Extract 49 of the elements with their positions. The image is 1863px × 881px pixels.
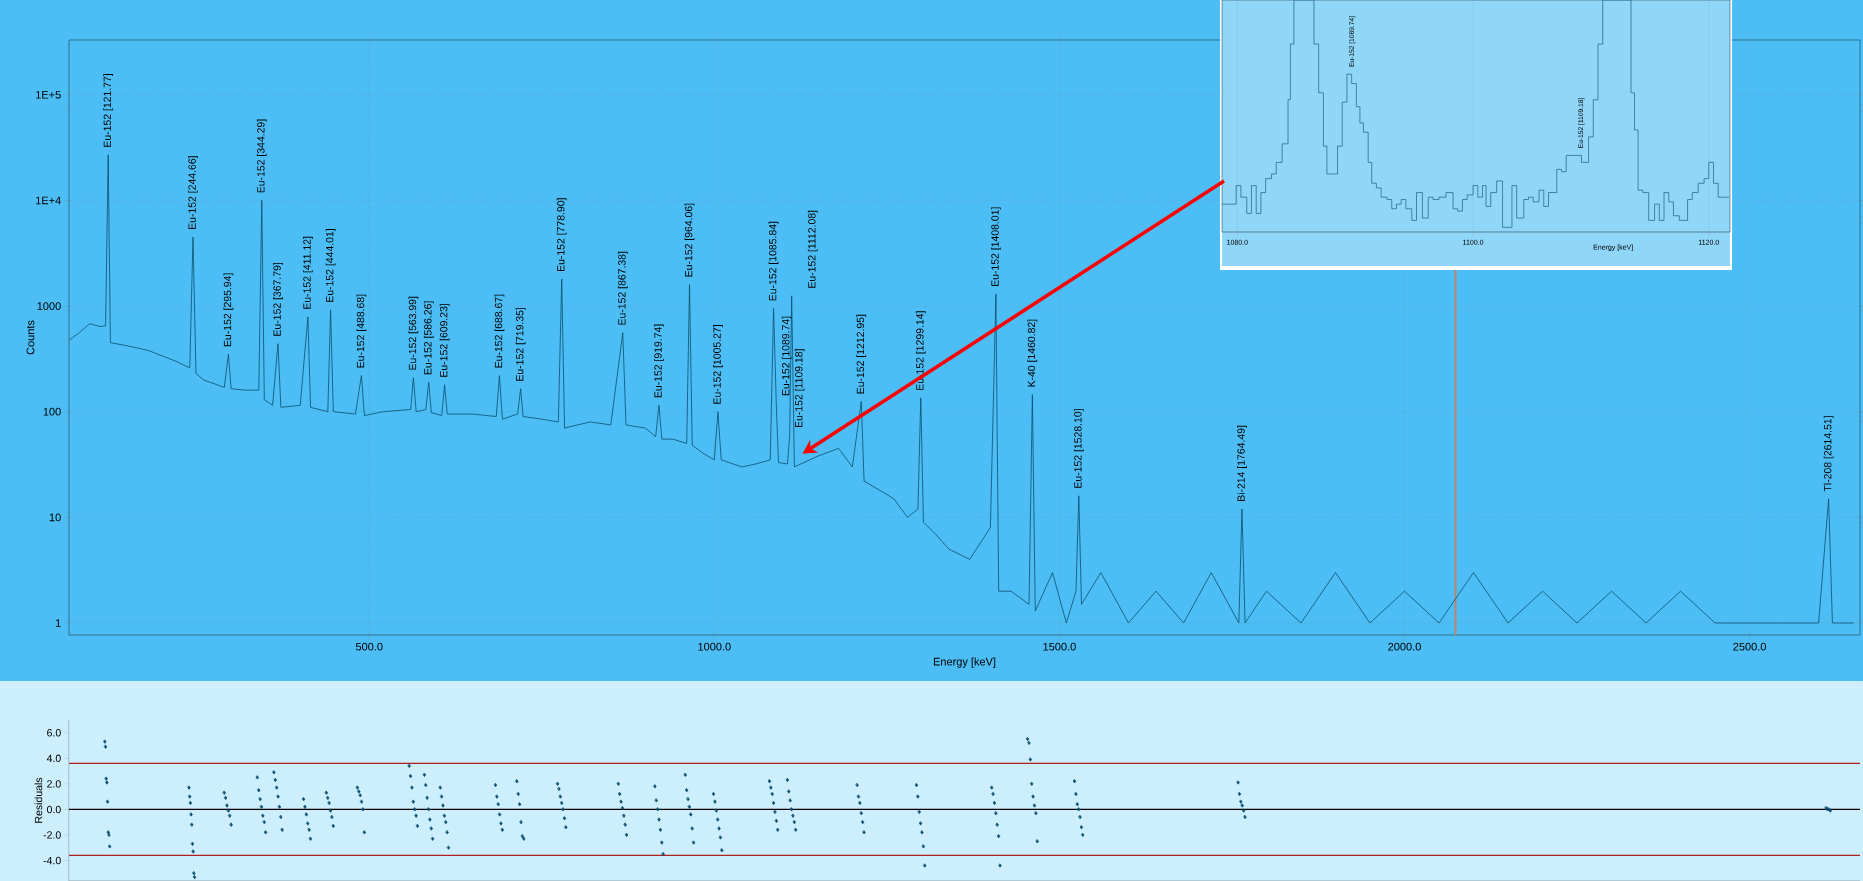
annotation: Eu-152 [919.74] — [654, 324, 664, 398]
x-axis-title: Energy [keV] — [933, 657, 996, 668]
annotation: Eu-152 [1089.74] — [781, 316, 792, 396]
annotation: Eu-152 [964.06] — [684, 203, 695, 277]
x-tick-label: 1000.0 — [698, 642, 731, 651]
y-tick-label: -2.0 — [43, 831, 61, 839]
y-axis-title: Residuals — [34, 777, 43, 823]
annotation: Eu-152 [1299.14] — [915, 311, 926, 390]
annotation: Eu-152 [563.99] — [408, 296, 419, 370]
y-tick-label: 10 — [49, 513, 61, 522]
annotation: Eu-152 [367.79] — [273, 262, 283, 336]
annotation: Eu-152 [344.29] — [256, 119, 267, 193]
annotation: Eu-152 [778.90] — [556, 198, 567, 272]
annotation: Eu-152 [1408.01] — [991, 207, 1001, 286]
annotation: Eu-152 [586.26] — [423, 301, 434, 375]
annotation: Eu-152 [295.94] — [223, 273, 234, 347]
annotation: Eu-152 [609.23] — [439, 303, 450, 377]
y-tick-label: 0.0 — [47, 805, 61, 814]
annotation: Eu-152 [1005.27] — [713, 325, 723, 404]
annotation: Eu-152 [121.77] — [103, 74, 114, 147]
annotation: Bi-214 [1764.49] — [1237, 425, 1247, 501]
annotation: Eu-152 [719.35] — [515, 307, 526, 381]
annotation: K-40 [1460.82] — [1027, 319, 1038, 387]
y-tick-label: -4.0 — [43, 856, 61, 865]
annotation: Eu-152 [444.01] — [325, 229, 336, 302]
y-tick-label: 1 — [55, 619, 61, 627]
annotation: Eu-152 [244.66] — [188, 156, 198, 229]
annotation: Eu-152 [1109.18] — [794, 349, 805, 428]
y-tick-label: 6.0 — [47, 729, 61, 737]
annotation: Tl-208 [2614.51] — [1823, 416, 1834, 492]
y-tick-label: 1000 — [37, 302, 61, 310]
y-axis-title: Counts — [26, 320, 35, 355]
annotation: Eu-152 [1212.95] — [856, 314, 867, 394]
x-tick-label: 2000.0 — [1388, 642, 1421, 651]
y-tick-label: 100 — [43, 407, 61, 416]
y-tick-label: 1E+5 — [36, 90, 61, 99]
y-tick-label: 1E+4 — [36, 196, 61, 205]
x-tick-label: 1500.0 — [1043, 642, 1076, 651]
annotation: Eu-152 [1112.08] — [807, 210, 818, 288]
annotation: Eu-152 [411.12] — [303, 236, 313, 309]
annotation: Eu-152 [867.38] — [617, 251, 628, 325]
y-tick-label: 4.0 — [46, 754, 61, 763]
annotation: Eu-152 [1085.84] — [768, 221, 779, 301]
annotation: Eu-152 [1528.10] — [1073, 409, 1084, 488]
y-tick-label: 2.0 — [47, 780, 61, 788]
annotation: Eu-152 [488.68] — [356, 294, 367, 368]
x-tick-label: 2500.0 — [1733, 642, 1766, 651]
x-tick-label: 500.0 — [355, 642, 383, 651]
annotation: Eu-152 [688.67] — [494, 294, 505, 368]
